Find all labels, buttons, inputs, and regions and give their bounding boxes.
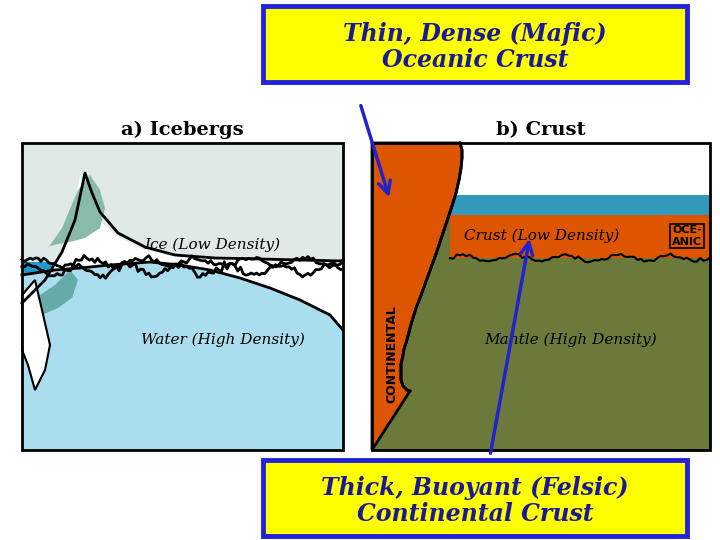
- Polygon shape: [372, 143, 710, 450]
- Polygon shape: [22, 143, 343, 262]
- Bar: [372, 143, 710, 450]
- Text: Crust (Low Density): Crust (Low Density): [464, 229, 620, 243]
- Polygon shape: [48, 175, 105, 248]
- Polygon shape: [22, 240, 343, 450]
- Text: b) Crust: b) Crust: [496, 121, 586, 139]
- Polygon shape: [372, 143, 710, 205]
- Polygon shape: [22, 143, 343, 450]
- Text: Thin, Dense (Mafic): Thin, Dense (Mafic): [343, 22, 607, 46]
- Text: OCE-
ANIC: OCE- ANIC: [672, 225, 702, 247]
- Polygon shape: [22, 175, 343, 450]
- Polygon shape: [22, 280, 50, 390]
- Polygon shape: [450, 215, 710, 258]
- Polygon shape: [22, 270, 78, 320]
- Polygon shape: [22, 262, 343, 450]
- Text: Thick, Buoyant (Felsic): Thick, Buoyant (Felsic): [321, 476, 629, 500]
- FancyBboxPatch shape: [263, 460, 687, 536]
- Text: Ice (Low Density): Ice (Low Density): [145, 238, 281, 252]
- Polygon shape: [22, 262, 343, 450]
- Text: Water (High Density): Water (High Density): [140, 333, 305, 347]
- FancyBboxPatch shape: [263, 6, 687, 82]
- Text: a) Icebergs: a) Icebergs: [121, 121, 244, 139]
- Bar: [22, 143, 343, 450]
- Text: Oceanic Crust: Oceanic Crust: [382, 48, 568, 72]
- Polygon shape: [372, 143, 462, 450]
- Text: Mantle (High Density): Mantle (High Density): [485, 333, 657, 347]
- Polygon shape: [450, 195, 710, 215]
- Text: CONTINENTAL: CONTINENTAL: [385, 305, 398, 403]
- Text: Continental Crust: Continental Crust: [356, 502, 593, 526]
